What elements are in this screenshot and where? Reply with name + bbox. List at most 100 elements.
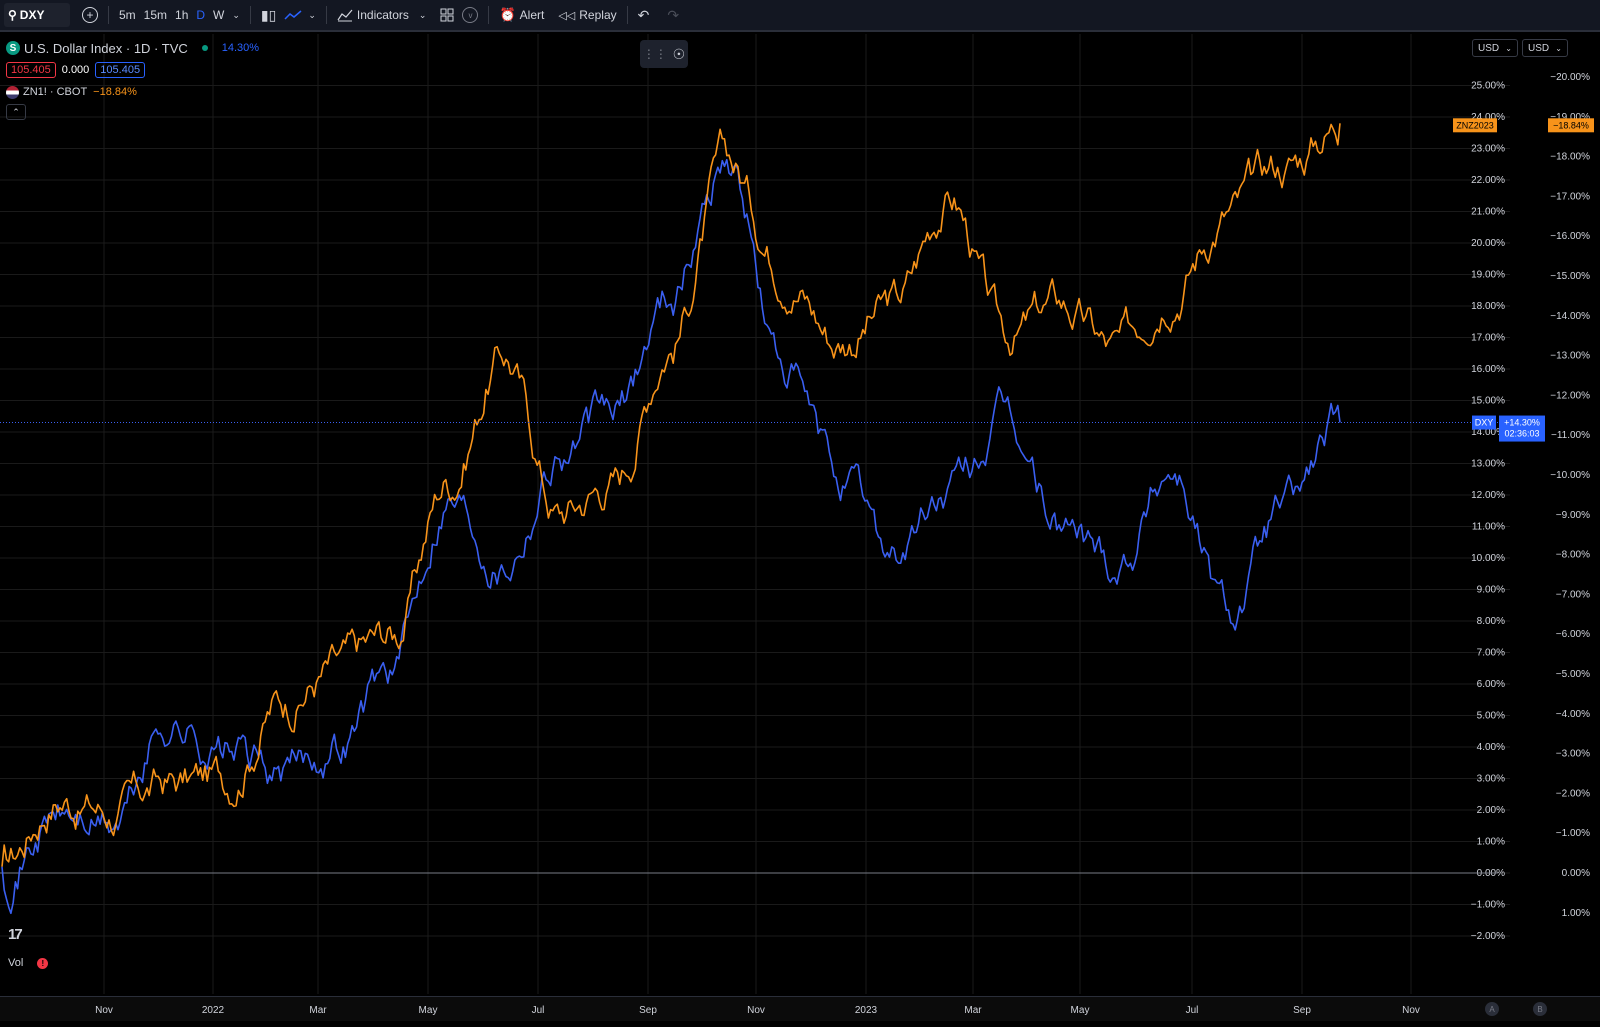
- series-line-dxy[interactable]: [1, 158, 1341, 915]
- x-tick: Mar: [309, 1005, 327, 1016]
- interval-w[interactable]: W: [213, 8, 225, 22]
- status-dot: [201, 45, 208, 51]
- x-tick: Mar: [964, 1005, 982, 1016]
- x-tick: May: [1071, 1005, 1090, 1016]
- top-toolbar: ⚲ DXY + 5m 15m 1h D W ⌄ ▮▯ ⌄ Indicators ⌄ v …: [0, 0, 1600, 32]
- zn-price-tag[interactable]: ZNZ2023 −18.84%: [1453, 118, 1594, 133]
- collapse-legend-button[interactable]: ⌃: [6, 104, 26, 120]
- symbol-search[interactable]: ⚲ DXY: [4, 3, 70, 27]
- divider: [488, 6, 490, 24]
- y-right-tick: −8.00%: [1556, 550, 1590, 561]
- plus-circle-icon: +: [82, 7, 98, 23]
- y-right-tick: −5.00%: [1556, 669, 1590, 680]
- indicators-button[interactable]: Indicators ⌄: [333, 0, 431, 31]
- y-right-tick: −4.00%: [1556, 709, 1590, 720]
- y-left-tick: 16.00%: [1471, 364, 1505, 375]
- zn-value-label: −18.84%: [1553, 120, 1589, 130]
- x-tick: Sep: [1293, 1005, 1311, 1016]
- x-tick: Nov: [747, 1005, 765, 1016]
- compare-series-title: ZN1! · CBOT: [23, 86, 88, 98]
- chevron-down-icon: ⌄: [418, 9, 427, 20]
- indicators-icon: [337, 9, 353, 22]
- compare-series-legend[interactable]: ZN1! · CBOT −18.84%: [6, 82, 259, 102]
- alert-label: Alert: [519, 8, 545, 22]
- y-left-tick: 3.00%: [1477, 774, 1505, 785]
- dxy-price-tag[interactable]: DXY +14.30%02:36:03: [1472, 415, 1545, 442]
- y-right-tick: −19.00%: [1550, 112, 1590, 123]
- drag-handle-icon[interactable]: ⋮⋮: [642, 47, 667, 61]
- divider: [249, 6, 251, 24]
- y-left-tick: 8.00%: [1477, 616, 1505, 627]
- bar-settings-button[interactable]: B: [1533, 1002, 1547, 1016]
- y-left-tick: 20.00%: [1471, 238, 1505, 249]
- replay-label: Replay: [579, 8, 617, 22]
- auto-scale-button[interactable]: A: [1485, 1002, 1499, 1016]
- main-series-change: 14.30%: [221, 42, 260, 54]
- y-left-tick: 18.00%: [1471, 301, 1505, 312]
- layout-icon: [440, 8, 454, 22]
- search-icon: ⚲: [8, 8, 17, 22]
- alarm-icon: ⏰: [499, 7, 516, 22]
- replay-button[interactable]: ◁◁ Replay: [554, 0, 620, 31]
- y-right-tick: −11.00%: [1551, 430, 1590, 441]
- volume-indicator[interactable]: Vol !: [8, 957, 49, 969]
- error-icon: !: [37, 957, 49, 969]
- y-left-tick: −2.00%: [1471, 931, 1505, 942]
- y-right-tick: 1.00%: [1562, 908, 1590, 919]
- rewind-icon: ◁◁: [558, 9, 576, 22]
- undo-button[interactable]: ↶: [634, 0, 654, 31]
- divider: [108, 6, 109, 24]
- main-series-legend[interactable]: S U.S. Dollar Index · 1D · TVC 14.30%: [6, 38, 259, 58]
- redo-icon: ↷: [667, 6, 680, 23]
- y-right-tick: −13.00%: [1550, 351, 1590, 362]
- y-right-tick: −16.00%: [1550, 231, 1590, 242]
- chart-type-button[interactable]: ▮▯: [257, 0, 280, 31]
- divider: [626, 6, 628, 24]
- layout-button[interactable]: [436, 0, 458, 31]
- dxy-tag-label: DXY: [1475, 418, 1494, 428]
- dxy-value-label: +14.30%: [1504, 418, 1540, 428]
- interval-5m[interactable]: 5m: [119, 8, 136, 22]
- interval-d[interactable]: D: [196, 8, 206, 22]
- spread-value: 0.000: [61, 64, 90, 76]
- y-left-tick: 10.00%: [1471, 553, 1505, 564]
- ask-price[interactable]: 105.405: [95, 62, 146, 78]
- x-tick: Jul: [532, 1005, 545, 1016]
- x-tick: 2023: [855, 1005, 878, 1016]
- alert-button[interactable]: ⏰ Alert: [495, 0, 548, 31]
- y-left-tick: 7.00%: [1477, 648, 1505, 659]
- hotlist-button[interactable]: v: [458, 0, 482, 31]
- x-tick: Nov: [1402, 1005, 1420, 1016]
- y-right-tick: −17.00%: [1550, 191, 1590, 202]
- tradingview-logo[interactable]: 17: [8, 926, 23, 943]
- time-axis[interactable]: Nov 2022 Mar May Jul Sep Nov 2023 Mar May Jul Sep No…: [0, 996, 1600, 1021]
- y-left-tick: 11.00%: [1472, 522, 1505, 533]
- chevron-down-icon: ⌄: [1555, 43, 1562, 53]
- interval-15m[interactable]: 15m: [143, 8, 168, 22]
- y-left-tick: 17.00%: [1471, 333, 1505, 344]
- y-left-tick: 25.00%: [1471, 81, 1505, 92]
- undo-icon: ↶: [637, 6, 650, 23]
- y-right-tick: −1.00%: [1556, 828, 1590, 839]
- currency-select-right[interactable]: USD ⌄: [1522, 39, 1568, 57]
- line-style-button[interactable]: ⌄: [280, 0, 320, 31]
- chart-canvas[interactable]: 25.00% 24.00% 23.00% 22.00% 21.00% 20.00% 19.0…: [0, 34, 1600, 994]
- y-right-tick: 0.00%: [1562, 868, 1590, 879]
- interval-1h[interactable]: 1h: [175, 8, 189, 22]
- add-symbol-button[interactable]: +: [78, 0, 102, 31]
- symbol-logo: S: [6, 41, 20, 55]
- bid-price[interactable]: 105.405: [6, 62, 56, 78]
- y-right-tick: −10.00%: [1550, 470, 1590, 481]
- compare-series-change: −18.84%: [93, 86, 137, 98]
- x-tick: 2022: [202, 1005, 225, 1016]
- y-right-tick: −2.00%: [1556, 788, 1590, 799]
- y-right-tick: −14.00%: [1550, 311, 1590, 322]
- chevron-down-icon[interactable]: ⌄: [232, 9, 240, 20]
- pin-icon[interactable]: ☉: [672, 45, 686, 62]
- interval-group: 5m 15m 1h D W: [115, 0, 228, 31]
- us-flag-icon: [6, 85, 19, 99]
- series-line-zn[interactable]: [1, 123, 1341, 867]
- redo-button[interactable]: ↷: [663, 0, 683, 31]
- x-tick: Jul: [1186, 1005, 1199, 1016]
- currency-select-left[interactable]: USD ⌄: [1472, 39, 1518, 57]
